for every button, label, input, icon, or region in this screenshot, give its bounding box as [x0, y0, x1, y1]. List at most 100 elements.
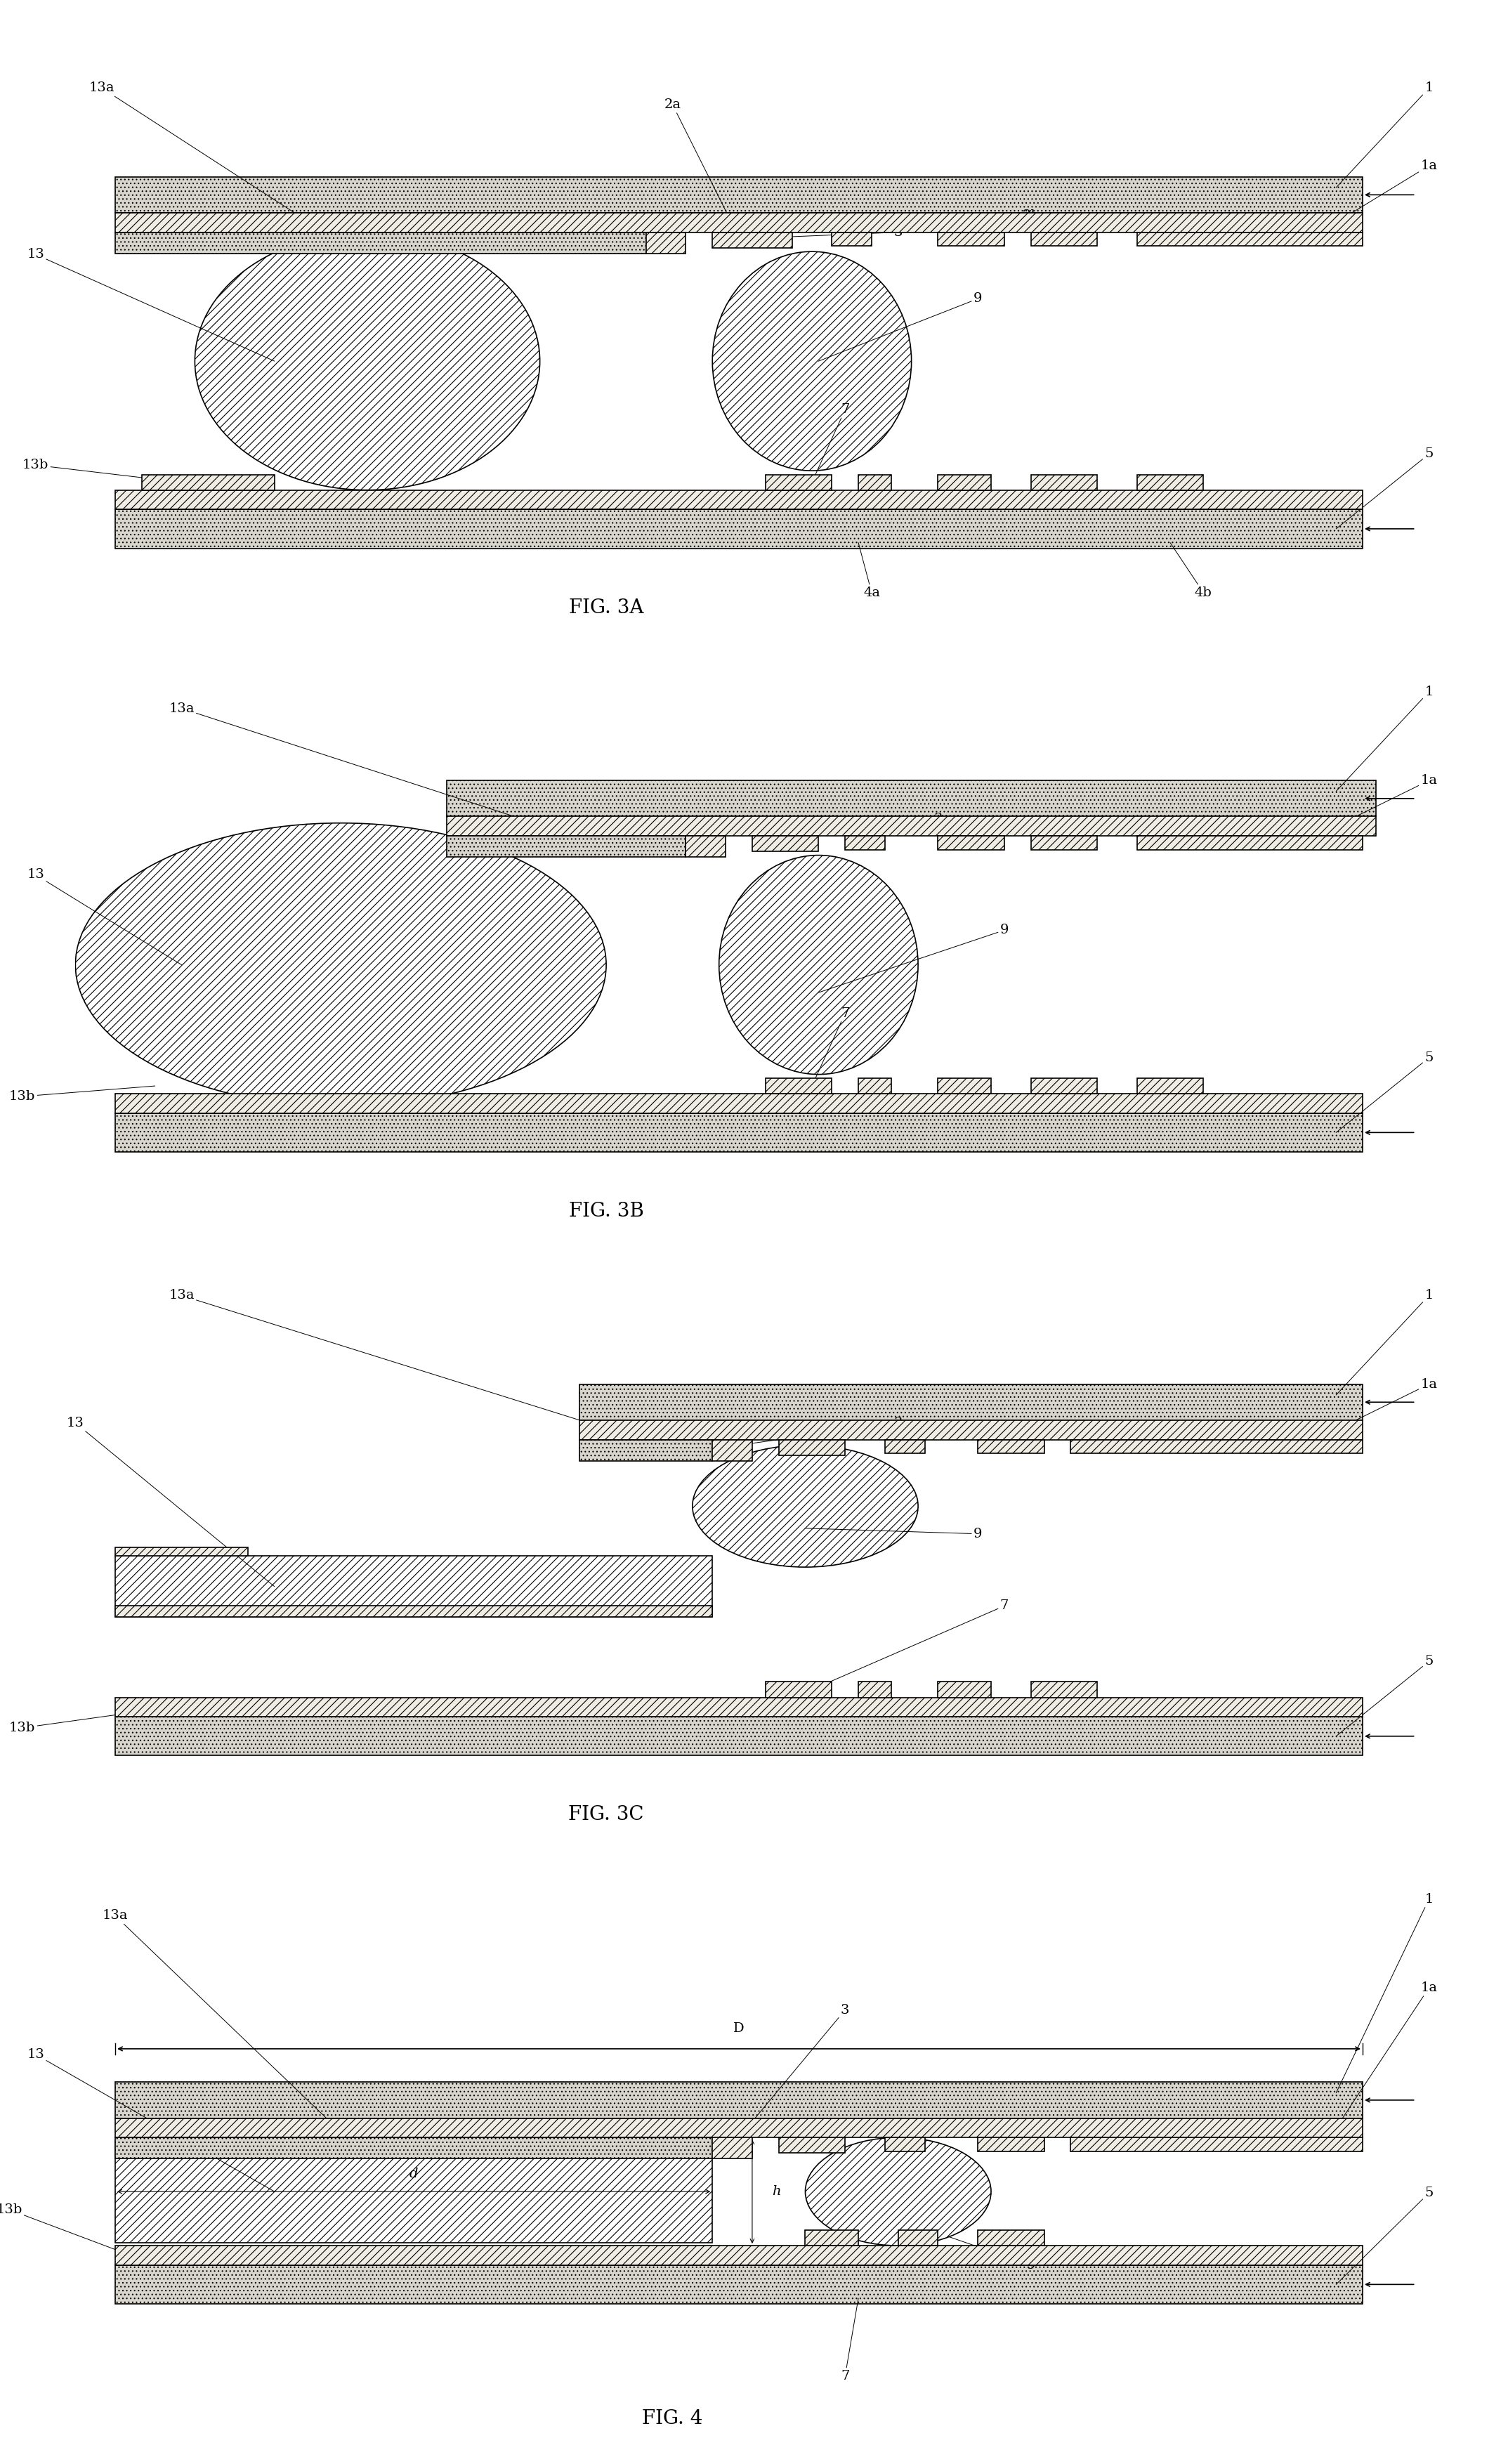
Bar [885, 1439, 924, 1454]
Text: 1: 1 [1336, 81, 1433, 187]
Text: 13: 13 [27, 867, 181, 966]
Bar [1137, 835, 1363, 850]
Text: FIG. 3C: FIG. 3C [569, 1806, 644, 1823]
Bar [115, 1717, 1363, 1754]
Bar [579, 1385, 1363, 1419]
Text: 1: 1 [1336, 685, 1433, 791]
Ellipse shape [712, 251, 911, 471]
Bar [115, 1607, 712, 1616]
Bar [579, 1419, 1363, 1439]
Text: 2a: 2a [664, 99, 733, 224]
Bar [115, 177, 1363, 212]
Bar [712, 1439, 752, 1461]
Bar [1137, 1079, 1203, 1094]
Bar [115, 1547, 247, 1557]
Bar [977, 2230, 1044, 2245]
Bar [446, 816, 1375, 835]
Text: 13: 13 [27, 249, 274, 362]
Text: 7: 7 [811, 404, 849, 483]
Bar [752, 835, 819, 853]
Text: 4b: 4b [1170, 542, 1212, 599]
Text: 13: 13 [66, 1417, 274, 1587]
Text: 5: 5 [1336, 1656, 1433, 1737]
Bar [938, 1683, 991, 1698]
Text: 13a: 13a [103, 1910, 341, 2131]
Bar [858, 1683, 891, 1698]
Ellipse shape [719, 855, 918, 1074]
Text: 9: 9 [819, 924, 1009, 993]
Bar [446, 835, 686, 857]
Bar [766, 1683, 832, 1698]
Text: h: h [772, 2186, 781, 2198]
Text: 13a: 13a [169, 702, 540, 825]
Text: 3: 3 [739, 1417, 903, 1444]
Bar [115, 232, 645, 254]
Bar [1031, 1079, 1098, 1094]
Bar [938, 476, 991, 490]
Bar [115, 1114, 1363, 1153]
Bar [805, 2230, 858, 2245]
Text: 5: 5 [1336, 2186, 1433, 2284]
Ellipse shape [805, 2136, 991, 2245]
Bar [115, 1557, 712, 1616]
Bar [115, 2082, 1363, 2119]
Bar [1031, 835, 1098, 850]
Bar [858, 476, 891, 490]
Bar [115, 2141, 712, 2242]
Bar [115, 1094, 1363, 1114]
Bar [142, 476, 274, 490]
Bar [712, 2136, 752, 2158]
Text: 13a: 13a [89, 81, 341, 244]
Bar [778, 1439, 844, 1456]
Bar [899, 2230, 938, 2245]
Bar [1137, 232, 1363, 246]
Bar [858, 1079, 891, 1094]
Bar [938, 1079, 991, 1094]
Text: d: d [409, 2168, 418, 2181]
Bar [1031, 232, 1098, 246]
Text: 9: 9 [819, 293, 982, 362]
Ellipse shape [195, 232, 540, 490]
Bar [115, 2245, 1363, 2264]
Bar [1071, 2136, 1363, 2151]
Bar [766, 476, 832, 490]
Bar [712, 232, 792, 249]
Text: 1: 1 [1336, 1892, 1433, 2092]
Text: 7: 7 [841, 2299, 858, 2383]
Text: 5: 5 [1336, 448, 1433, 530]
Text: 1a: 1a [1336, 1377, 1437, 1429]
Bar [1071, 1439, 1363, 1454]
Text: 7: 7 [811, 1599, 1009, 1690]
Bar [115, 1698, 1363, 1717]
Ellipse shape [75, 823, 606, 1106]
Bar [579, 1439, 712, 1461]
Text: 7: 7 [811, 1008, 849, 1087]
Text: 4a: 4a [858, 542, 881, 599]
Bar [115, 490, 1363, 510]
Bar [115, 2136, 712, 2158]
Text: 13b: 13b [23, 458, 181, 483]
Bar [977, 2136, 1044, 2151]
Text: 13a: 13a [169, 1289, 606, 1429]
Bar [645, 232, 686, 254]
Text: 1: 1 [1336, 1289, 1433, 1395]
Bar [885, 2136, 924, 2151]
Bar [1031, 476, 1098, 490]
Text: 9: 9 [805, 1528, 982, 1540]
Bar [977, 1439, 1044, 1454]
Text: 13b: 13b [0, 2203, 142, 2259]
Text: 1a: 1a [1336, 1981, 1437, 2129]
Text: D: D [733, 2023, 745, 2035]
Bar [446, 781, 1375, 816]
Bar [844, 835, 885, 850]
Bar [686, 835, 725, 857]
Text: 3: 3 [766, 813, 942, 843]
Bar [115, 2264, 1363, 2304]
Text: 2b: 2b [977, 209, 1039, 239]
Text: FIG. 3A: FIG. 3A [569, 599, 644, 616]
Text: 9: 9 [899, 2220, 1036, 2272]
Ellipse shape [692, 1444, 918, 1567]
Bar [938, 232, 1004, 246]
Text: FIG. 4: FIG. 4 [642, 2410, 703, 2427]
Text: 5: 5 [1336, 1052, 1433, 1133]
